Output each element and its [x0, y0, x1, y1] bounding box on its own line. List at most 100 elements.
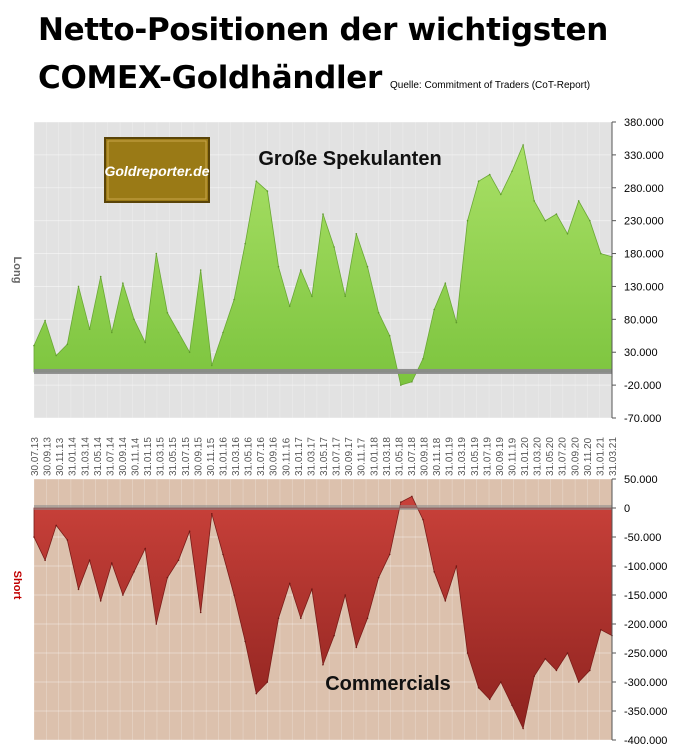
- goldreporter-logo: Goldreporter.de: [104, 137, 210, 203]
- data-point: [544, 658, 547, 660]
- data-point: [77, 285, 80, 288]
- y-tick-label: -250.000: [624, 648, 667, 660]
- data-point: [311, 588, 313, 590]
- data-point: [266, 190, 269, 192]
- y-tick-label: 230.000: [624, 216, 664, 228]
- data-point: [377, 576, 380, 579]
- data-point: [555, 669, 558, 672]
- data-point: [88, 559, 91, 561]
- data-point: [199, 611, 202, 614]
- data-point: [388, 553, 391, 556]
- x-tick-label: 30.09.13: [43, 437, 54, 476]
- data-point: [44, 559, 46, 561]
- y-tick-label: -350.000: [624, 706, 667, 718]
- data-point: [300, 269, 302, 271]
- x-tick-label: 30.11.17: [357, 437, 368, 476]
- title-line-2: COMEX-Goldhändler: [38, 60, 383, 96]
- long-axis-label: Long: [11, 257, 23, 284]
- data-point: [133, 318, 135, 321]
- x-tick-label: 31.01.19: [445, 437, 456, 476]
- y-tick-label: -70.000: [624, 413, 661, 425]
- y-tick-label: 80.000: [624, 314, 658, 326]
- data-point: [455, 321, 458, 324]
- x-tick-label: 30.11.19: [507, 437, 518, 476]
- data-point: [366, 617, 369, 619]
- y-tick-label: -100.000: [624, 561, 667, 573]
- data-point: [355, 646, 358, 648]
- data-point: [133, 571, 135, 573]
- data-point: [589, 219, 591, 222]
- data-point: [166, 312, 169, 314]
- data-point: [322, 213, 324, 215]
- x-tick-label: 30.09.15: [193, 437, 204, 476]
- x-tick-label: 31.03.19: [457, 437, 468, 476]
- data-point: [422, 358, 424, 360]
- data-point: [33, 344, 35, 347]
- data-point: [433, 308, 436, 311]
- data-point: [222, 331, 224, 334]
- data-point: [155, 623, 158, 625]
- x-tick-label: 31.05.20: [545, 437, 556, 476]
- x-axis-labels: 30.07.13 30.09.13 30.11.13 31.01.14 31.03.14…: [30, 437, 619, 476]
- x-tick-label: 30.11.14: [131, 437, 142, 476]
- data-point: [300, 617, 302, 619]
- data-point: [522, 727, 524, 730]
- data-point: [377, 312, 380, 314]
- x-tick-label: 30.11.15: [206, 437, 217, 476]
- y-tick-label: -150.000: [624, 590, 667, 602]
- x-tick-label: 31.01.15: [143, 437, 154, 476]
- data-point: [400, 384, 402, 386]
- data-point: [211, 513, 213, 515]
- data-point: [55, 354, 57, 357]
- logo-inner-frame: [107, 140, 207, 200]
- data-point: [333, 634, 335, 637]
- data-point: [522, 144, 524, 146]
- data-point: [533, 675, 535, 677]
- data-point: [388, 335, 391, 337]
- data-point: [589, 669, 591, 672]
- data-point: [411, 381, 413, 383]
- data-point: [333, 246, 335, 248]
- x-tick-label: 31.03.14: [80, 437, 91, 476]
- data-point: [466, 652, 469, 654]
- data-point: [322, 663, 324, 666]
- data-point: [600, 252, 602, 255]
- data-point: [277, 617, 280, 619]
- x-tick-label: 30.09.18: [420, 437, 431, 476]
- data-point: [188, 530, 191, 532]
- data-point: [555, 213, 558, 215]
- x-tick-label: 30.11.16: [281, 437, 292, 476]
- data-point: [144, 341, 146, 344]
- x-tick-label: 31.01.20: [520, 437, 531, 476]
- long-chart-panel: 380.000 330.000 280.000 230.000 180.000 130.0…: [11, 117, 664, 425]
- data-point: [533, 200, 535, 202]
- x-tick-label: 31.01.14: [68, 437, 79, 476]
- data-point: [544, 219, 547, 222]
- data-point: [466, 219, 469, 222]
- x-tick-label: 31.07.20: [558, 437, 569, 476]
- data-point: [355, 233, 358, 235]
- chart-title: Netto-Positionen der wichtigsten COMEX-Go…: [38, 6, 608, 110]
- series-label-commercials: Commercials: [325, 673, 451, 695]
- data-point: [500, 193, 502, 196]
- data-point: [311, 295, 313, 298]
- data-point: [577, 681, 580, 683]
- logo-box: [104, 137, 210, 203]
- x-tick-label: 31.07.17: [332, 437, 343, 476]
- data-point: [233, 298, 235, 301]
- data-point: [199, 269, 202, 271]
- zero-line: [34, 505, 612, 510]
- data-point: [566, 652, 569, 654]
- y-tick-label: -400.000: [624, 735, 667, 747]
- data-point: [222, 553, 224, 556]
- data-point: [33, 536, 35, 538]
- x-tick-label: 31.07.15: [181, 437, 192, 476]
- data-point: [344, 594, 347, 596]
- data-point: [566, 233, 569, 235]
- x-tick-label: 30.11.13: [55, 437, 66, 476]
- x-tick-label: 31.03.17: [306, 437, 317, 476]
- title-line-1: Netto-Positionen der wichtigsten: [38, 12, 608, 48]
- data-point: [422, 518, 424, 521]
- data-point: [88, 328, 91, 331]
- data-point: [177, 331, 180, 334]
